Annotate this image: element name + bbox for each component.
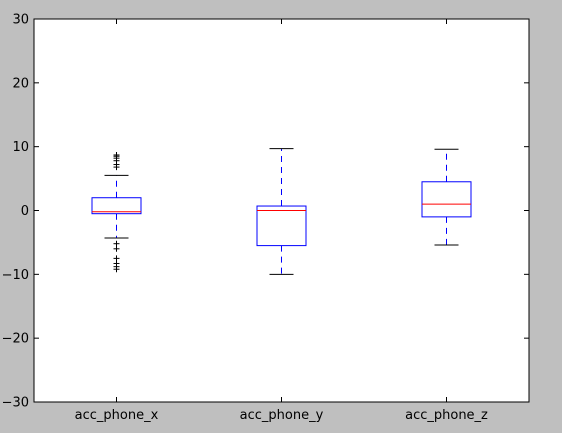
y-tick-label: −30 [2, 396, 29, 411]
y-tick-label: −20 [2, 332, 29, 347]
x-tick-label: acc_phone_y [240, 408, 324, 423]
y-tick-label: 20 [12, 76, 29, 91]
y-tick-label: 30 [12, 13, 29, 28]
y-tick-label: 10 [12, 140, 29, 155]
y-tick-label: −10 [2, 268, 29, 283]
x-tick-label: acc_phone_x [75, 408, 159, 423]
y-tick-label: 0 [21, 204, 29, 219]
x-tick-label: acc_phone_z [405, 408, 488, 423]
